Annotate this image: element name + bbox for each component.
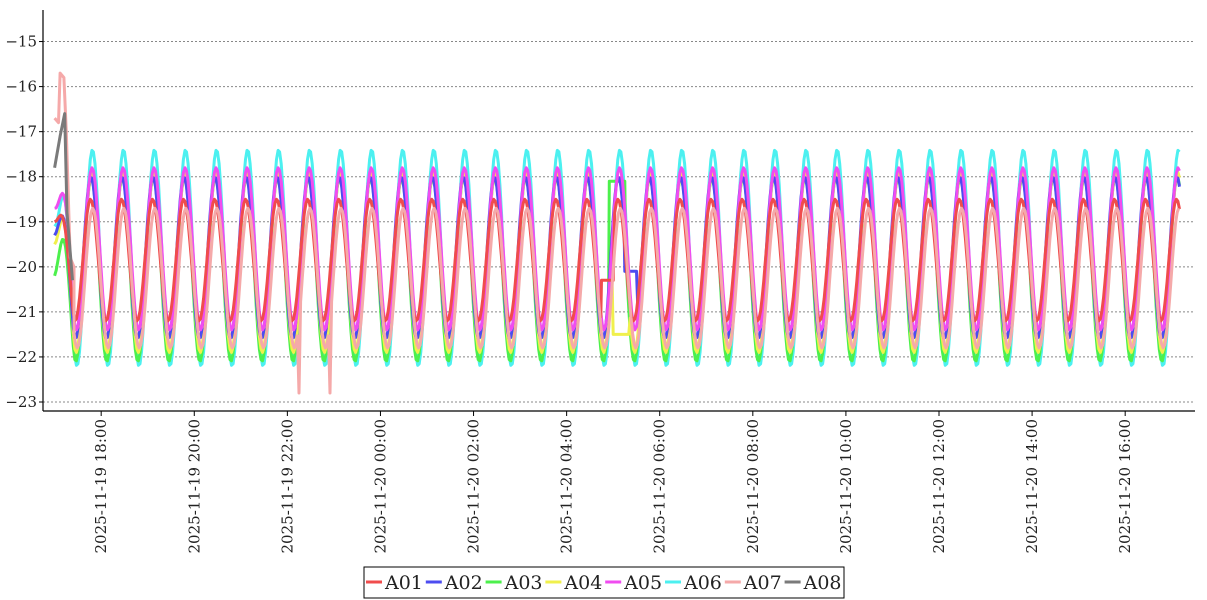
grid-lines — [43, 41, 1195, 403]
x-tick-label: 2025-11-20 10:00 — [837, 419, 855, 553]
y-tick-label: −17 — [5, 123, 37, 141]
y-tick-label: −21 — [5, 303, 37, 321]
legend-label-a08: A08 — [803, 572, 842, 594]
axes — [42, 10, 1195, 412]
legend-label-a03: A03 — [504, 572, 543, 594]
legend-label-a05: A05 — [623, 572, 662, 594]
series-line-a08 — [53, 112, 74, 281]
x-tick-labels: 2025-11-19 18:00 2025-11-19 20:00 2025-11-… — [92, 411, 1134, 553]
y-tick-label: −20 — [5, 258, 37, 276]
legend-label-a02: A02 — [444, 572, 483, 594]
x-tick-label: 2025-11-19 22:00 — [278, 419, 296, 553]
legend-box — [363, 566, 845, 599]
series-lines — [53, 71, 1181, 395]
x-tick-label: 2025-11-20 16:00 — [1116, 419, 1134, 553]
series-line-a07 — [53, 71, 1181, 395]
y-tick-label: −15 — [5, 33, 37, 51]
y-tick-label: −22 — [5, 348, 37, 366]
x-tick-label: 2025-11-20 02:00 — [465, 419, 483, 553]
x-tick-label: 2025-11-20 04:00 — [558, 419, 576, 553]
x-tick-label: 2025-11-19 18:00 — [92, 419, 110, 553]
x-tick-label: 2025-11-19 20:00 — [185, 419, 203, 553]
legend-label-a07: A07 — [743, 572, 782, 594]
x-tick-label: 2025-11-20 12:00 — [930, 419, 948, 553]
legend-label-a01: A01 — [384, 572, 423, 594]
x-tick-label: 2025-11-20 06:00 — [651, 419, 669, 553]
x-tick-label: 2025-11-20 00:00 — [371, 419, 389, 553]
legend-label-a06: A06 — [683, 572, 722, 594]
y-tick-label: −23 — [5, 393, 37, 411]
legend-label-a04: A04 — [563, 572, 602, 594]
legend: A01 A02 A03 A04 A05 A06 A07 A08 — [363, 566, 845, 599]
x-tick-label: 2025-11-20 14:00 — [1023, 419, 1041, 553]
x-tick-label: 2025-11-20 08:00 — [744, 419, 762, 553]
y-tick-label: −18 — [5, 168, 37, 186]
y-tick-labels: −15 −16 −17 −18 −19 −20 −21 −22 −23 — [5, 33, 43, 411]
y-tick-label: −19 — [5, 213, 37, 231]
y-tick-label: −16 — [5, 78, 37, 96]
